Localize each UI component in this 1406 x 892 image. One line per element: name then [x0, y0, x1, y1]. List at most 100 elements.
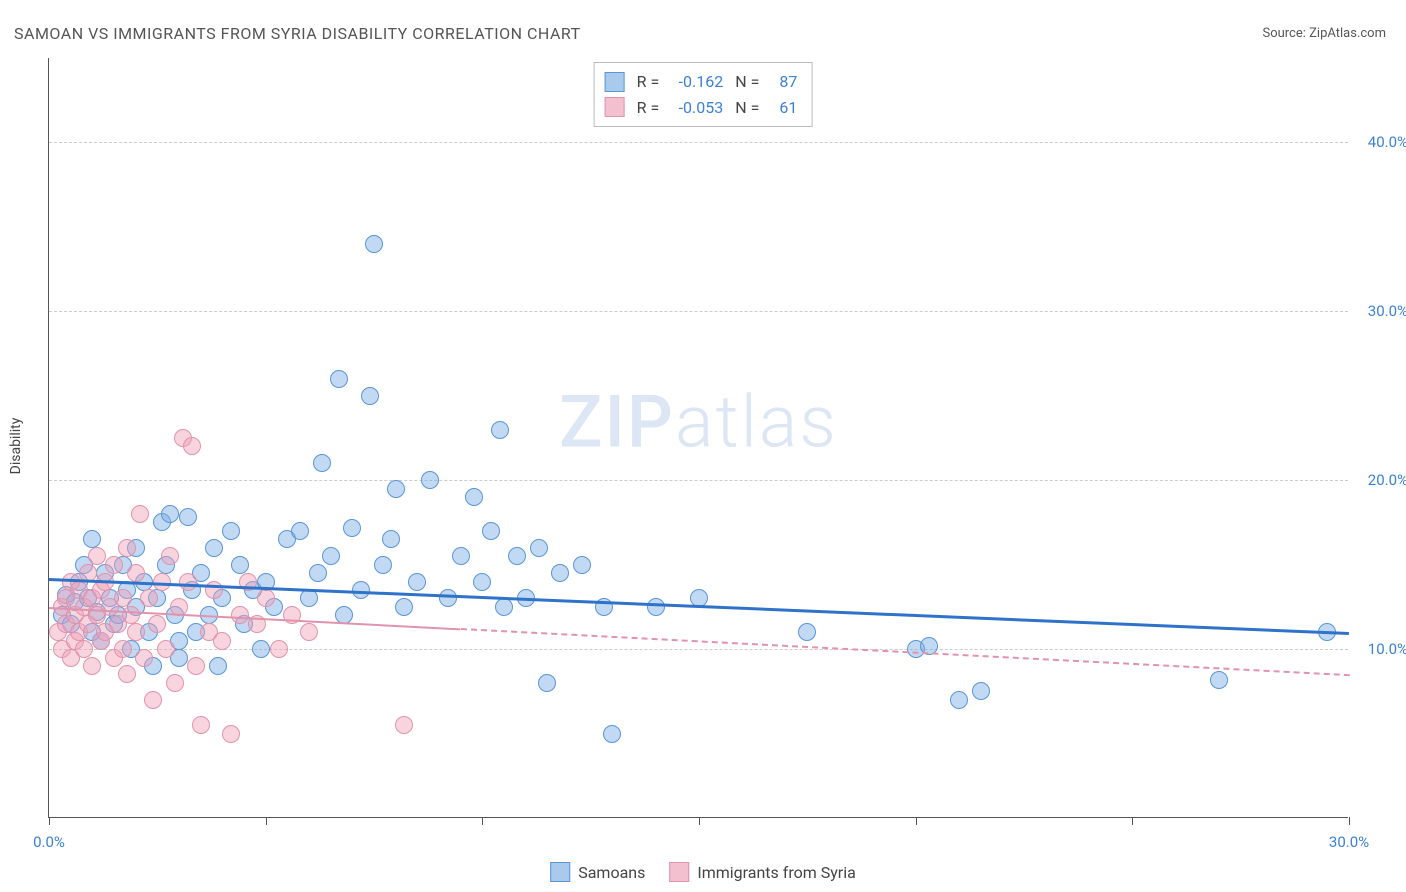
source-prefix: Source: — [1262, 26, 1309, 41]
data-point — [309, 564, 327, 582]
gridline — [49, 142, 1348, 143]
data-point — [408, 573, 426, 591]
chart-title: SAMOAN VS IMMIGRANTS FROM SYRIA DISABILI… — [14, 24, 581, 43]
data-point — [127, 564, 145, 582]
data-point — [179, 508, 197, 526]
data-point — [300, 623, 318, 641]
data-point — [465, 488, 483, 506]
data-point — [131, 505, 149, 523]
y-tick-label: 30.0% — [1368, 302, 1406, 320]
gridline — [49, 480, 1348, 481]
data-point — [313, 454, 331, 472]
data-point — [209, 657, 227, 675]
bottom-legend-item: Samoans — [550, 862, 645, 882]
data-point — [144, 691, 162, 709]
data-point — [187, 657, 205, 675]
gridline — [49, 311, 1348, 312]
data-point — [127, 623, 145, 641]
data-point — [222, 725, 240, 743]
y-tick-label: 20.0% — [1368, 471, 1406, 489]
legend-row: R =-0.162N =87 — [605, 69, 798, 95]
data-point — [252, 640, 270, 658]
series-name: Samoans — [578, 863, 645, 882]
data-point — [972, 682, 990, 700]
series-name: Immigrants from Syria — [697, 863, 855, 882]
data-point — [1210, 671, 1228, 689]
gridline — [49, 649, 1348, 650]
watermark-light: atlas — [675, 380, 838, 465]
data-point — [647, 598, 665, 616]
legend-swatch — [669, 862, 689, 882]
legend-swatch — [605, 97, 625, 117]
data-point — [439, 589, 457, 607]
x-tick — [49, 817, 50, 825]
data-point — [361, 387, 379, 405]
y-tick-label: 40.0% — [1368, 133, 1406, 151]
data-point — [603, 725, 621, 743]
data-point — [387, 480, 405, 498]
source-attribution: Source: ZipAtlas.com — [1262, 26, 1386, 41]
data-point — [551, 564, 569, 582]
data-point — [538, 674, 556, 692]
legend-r-label: R = — [637, 95, 660, 121]
data-point — [330, 370, 348, 388]
data-point — [114, 589, 132, 607]
bottom-legend-item: Immigrants from Syria — [669, 862, 855, 882]
data-point — [491, 421, 509, 439]
data-point — [118, 665, 136, 683]
data-point — [75, 640, 93, 658]
legend-swatch — [605, 72, 625, 92]
data-point — [161, 547, 179, 565]
data-point — [118, 539, 136, 557]
data-point — [508, 547, 526, 565]
data-point — [374, 556, 392, 574]
data-point — [222, 522, 240, 540]
legend-n-value: 87 — [767, 69, 797, 95]
data-point — [105, 556, 123, 574]
data-point — [166, 674, 184, 692]
x-tick — [699, 817, 700, 825]
data-point — [192, 716, 210, 734]
data-point — [88, 547, 106, 565]
series-legend: Samoans Immigrants from Syria — [550, 862, 856, 882]
x-tick — [916, 817, 917, 825]
data-point — [83, 657, 101, 675]
data-point — [122, 606, 140, 624]
data-point — [83, 530, 101, 548]
watermark: ZIPatlas — [559, 380, 838, 465]
x-tick — [1349, 817, 1350, 825]
data-point — [140, 589, 158, 607]
x-tick-label: 0.0% — [33, 833, 65, 851]
trend-line — [461, 628, 1349, 676]
x-tick-label: 30.0% — [1329, 833, 1369, 851]
data-point — [382, 530, 400, 548]
legend-n-label: N = — [735, 69, 759, 95]
data-point — [495, 598, 513, 616]
data-point — [365, 235, 383, 253]
legend-r-label: R = — [637, 69, 660, 95]
data-point — [213, 632, 231, 650]
data-point — [530, 539, 548, 557]
data-point — [114, 640, 132, 658]
data-point — [157, 640, 175, 658]
data-point — [300, 589, 318, 607]
data-point — [231, 606, 249, 624]
y-tick-label: 10.0% — [1368, 640, 1406, 658]
data-point — [421, 471, 439, 489]
x-tick — [1132, 817, 1133, 825]
data-point — [395, 598, 413, 616]
data-point — [343, 519, 361, 537]
x-tick — [266, 817, 267, 825]
data-point — [395, 716, 413, 734]
data-point — [205, 539, 223, 557]
data-point — [135, 649, 153, 667]
legend-row: R =-0.053N =61 — [605, 95, 798, 121]
scatter-chart: ZIPatlas 10.0%20.0%30.0%40.0%0.0%30.0% — [48, 58, 1348, 818]
watermark-bold: ZIP — [559, 380, 675, 465]
data-point — [257, 589, 275, 607]
source-name: ZipAtlas.com — [1309, 26, 1386, 41]
legend-swatch — [550, 862, 570, 882]
data-point — [161, 505, 179, 523]
data-point — [291, 522, 309, 540]
data-point — [183, 437, 201, 455]
